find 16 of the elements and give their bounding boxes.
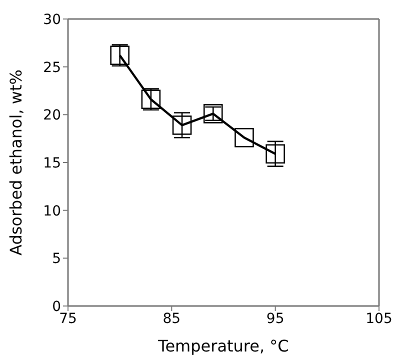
y-tick-label: 20 [43,108,61,124]
x-tick-label: 85 [162,310,181,327]
y-axis-title: Adsorbed ethanol, wt% [6,70,26,256]
y-tick-label: 30 [43,12,61,28]
x-tick-label: 75 [59,310,77,327]
x-tick-label: 105 [366,310,392,327]
point [234,128,254,148]
point [266,144,285,164]
y-tick-label: 15 [43,155,61,172]
x-tick-label: 95 [266,310,284,327]
y-tick-label: 0 [52,298,61,315]
point [172,116,192,135]
y-tick-label: 5 [52,251,61,268]
y-tick-label: 10 [43,203,61,220]
x-axis-title: Temperature, °C [157,336,289,356]
y-tick-label: 25 [43,60,61,76]
